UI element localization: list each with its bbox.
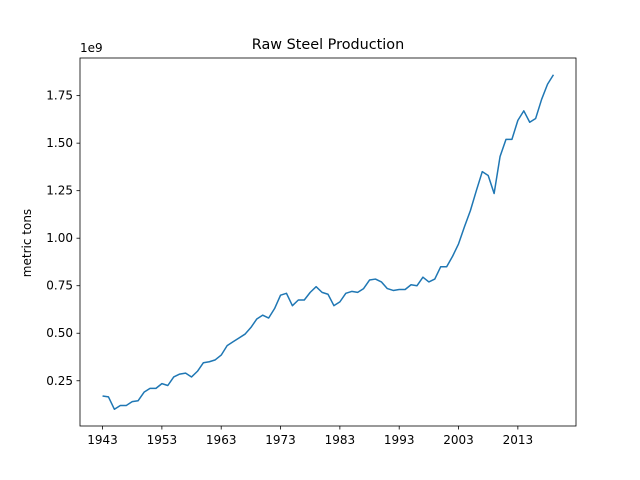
x-tick-label: 1963 [206, 433, 237, 447]
chart-title: Raw Steel Production [252, 37, 404, 53]
y-tick-label: 1.50 [46, 136, 73, 150]
x-tick-label: 2003 [443, 433, 474, 447]
y-tick-label: 1.00 [46, 231, 73, 245]
x-tick-label: 1983 [325, 433, 356, 447]
y-tick-label: 0.50 [46, 326, 73, 340]
x-tick-label: 1953 [147, 433, 178, 447]
y-tick-label: 1.75 [46, 89, 73, 103]
y-axis-label: metric tons [20, 209, 34, 277]
y-tick-label: 0.25 [46, 374, 73, 388]
x-tick-label: 2013 [503, 433, 534, 447]
x-tick-label: 1973 [265, 433, 296, 447]
x-tick-label: 1943 [87, 433, 118, 447]
x-tick-label: 1993 [384, 433, 415, 447]
y-offset-label: 1e9 [80, 41, 103, 55]
axes-frame [79, 57, 577, 427]
y-tick-label: 0.75 [46, 279, 73, 293]
data-line [102, 74, 555, 411]
y-tick-label: 1.25 [46, 184, 73, 198]
